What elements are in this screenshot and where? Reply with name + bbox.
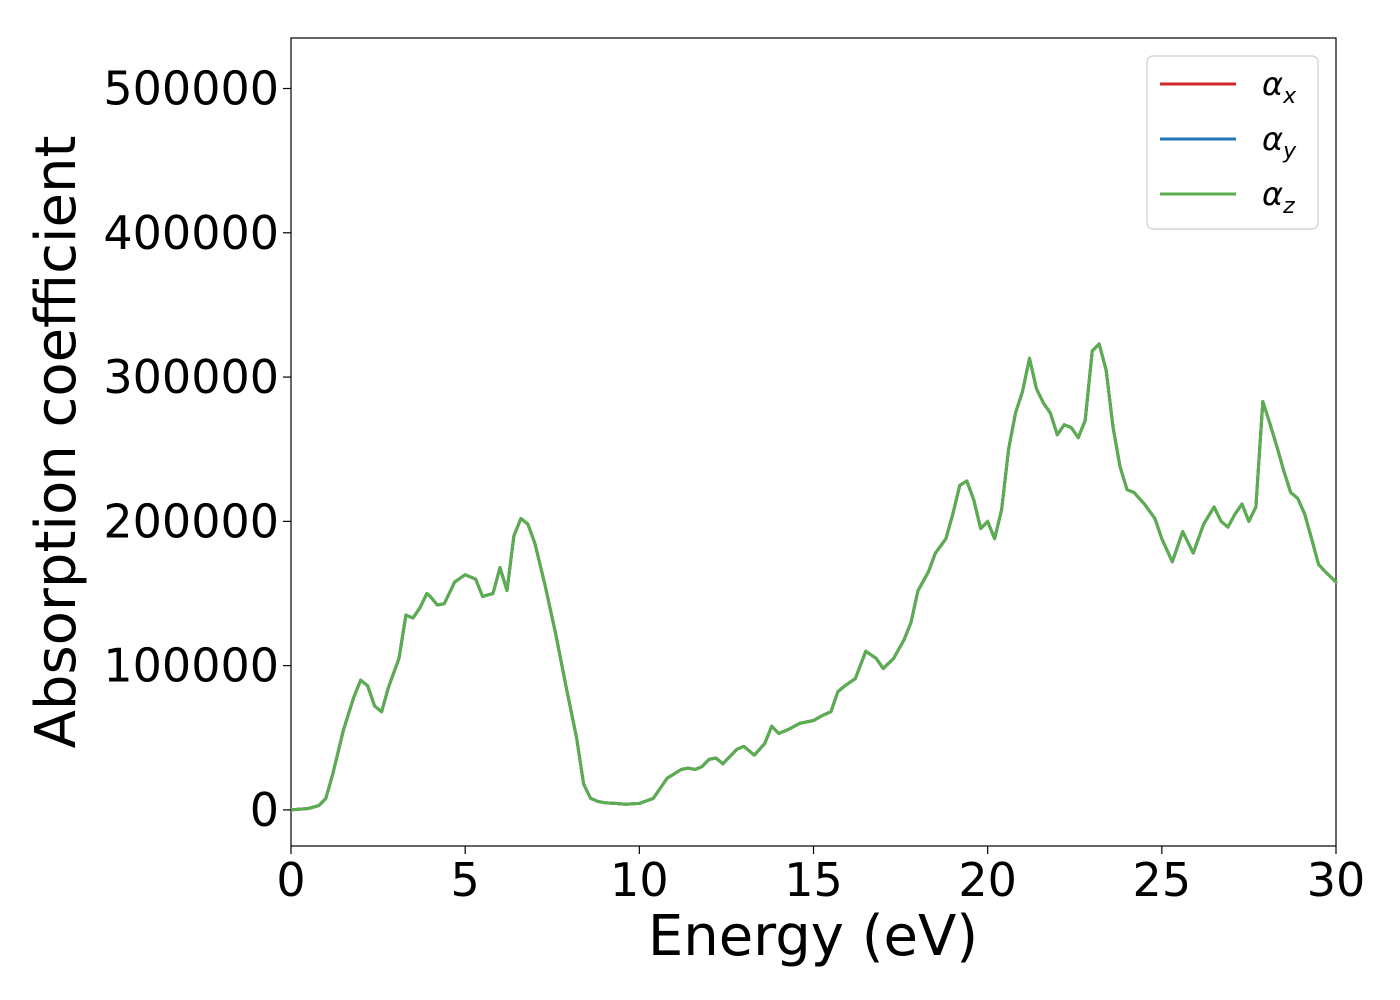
- x-axis: 0 5 10 15 20 25 30: [276, 846, 1365, 907]
- y-tick-label: 500000: [103, 62, 279, 116]
- legend-label-subscript: x: [1282, 84, 1297, 109]
- x-axis-label: Energy (eV): [648, 904, 978, 969]
- legend-label-symbol: α: [1262, 175, 1283, 213]
- legend-label-subscript: y: [1282, 139, 1297, 164]
- y-tick-label: 200000: [103, 494, 279, 548]
- legend-label-symbol: α: [1262, 120, 1283, 158]
- y-axis-label: Absorption coefficient: [24, 136, 89, 749]
- series-line-alpha-z: [289, 342, 1338, 812]
- y-tick-label: 300000: [103, 350, 279, 404]
- legend-label-alpha-z: αz: [1262, 175, 1295, 219]
- x-tick-label: 15: [784, 853, 843, 907]
- x-tick-label: 20: [958, 853, 1017, 907]
- series-layer: [289, 342, 1338, 812]
- legend-label-alpha-y: αy: [1262, 120, 1297, 164]
- legend-box: [1146, 55, 1319, 230]
- y-tick-label: 400000: [103, 206, 279, 260]
- x-tick-label: 5: [451, 853, 480, 907]
- legend-label-subscript: z: [1282, 194, 1295, 219]
- legend-label-symbol: α: [1262, 65, 1283, 103]
- y-axis: 0 100000 200000 300000 400000 500000: [103, 62, 291, 837]
- legend-label-alpha-x: αx: [1262, 65, 1297, 109]
- x-tick-label: 0: [276, 853, 305, 907]
- x-tick-label: 30: [1307, 853, 1366, 907]
- y-tick-label: 0: [250, 783, 279, 837]
- x-tick-label: 25: [1133, 853, 1192, 907]
- y-tick-label: 100000: [103, 639, 279, 693]
- x-tick-label: 10: [610, 853, 669, 907]
